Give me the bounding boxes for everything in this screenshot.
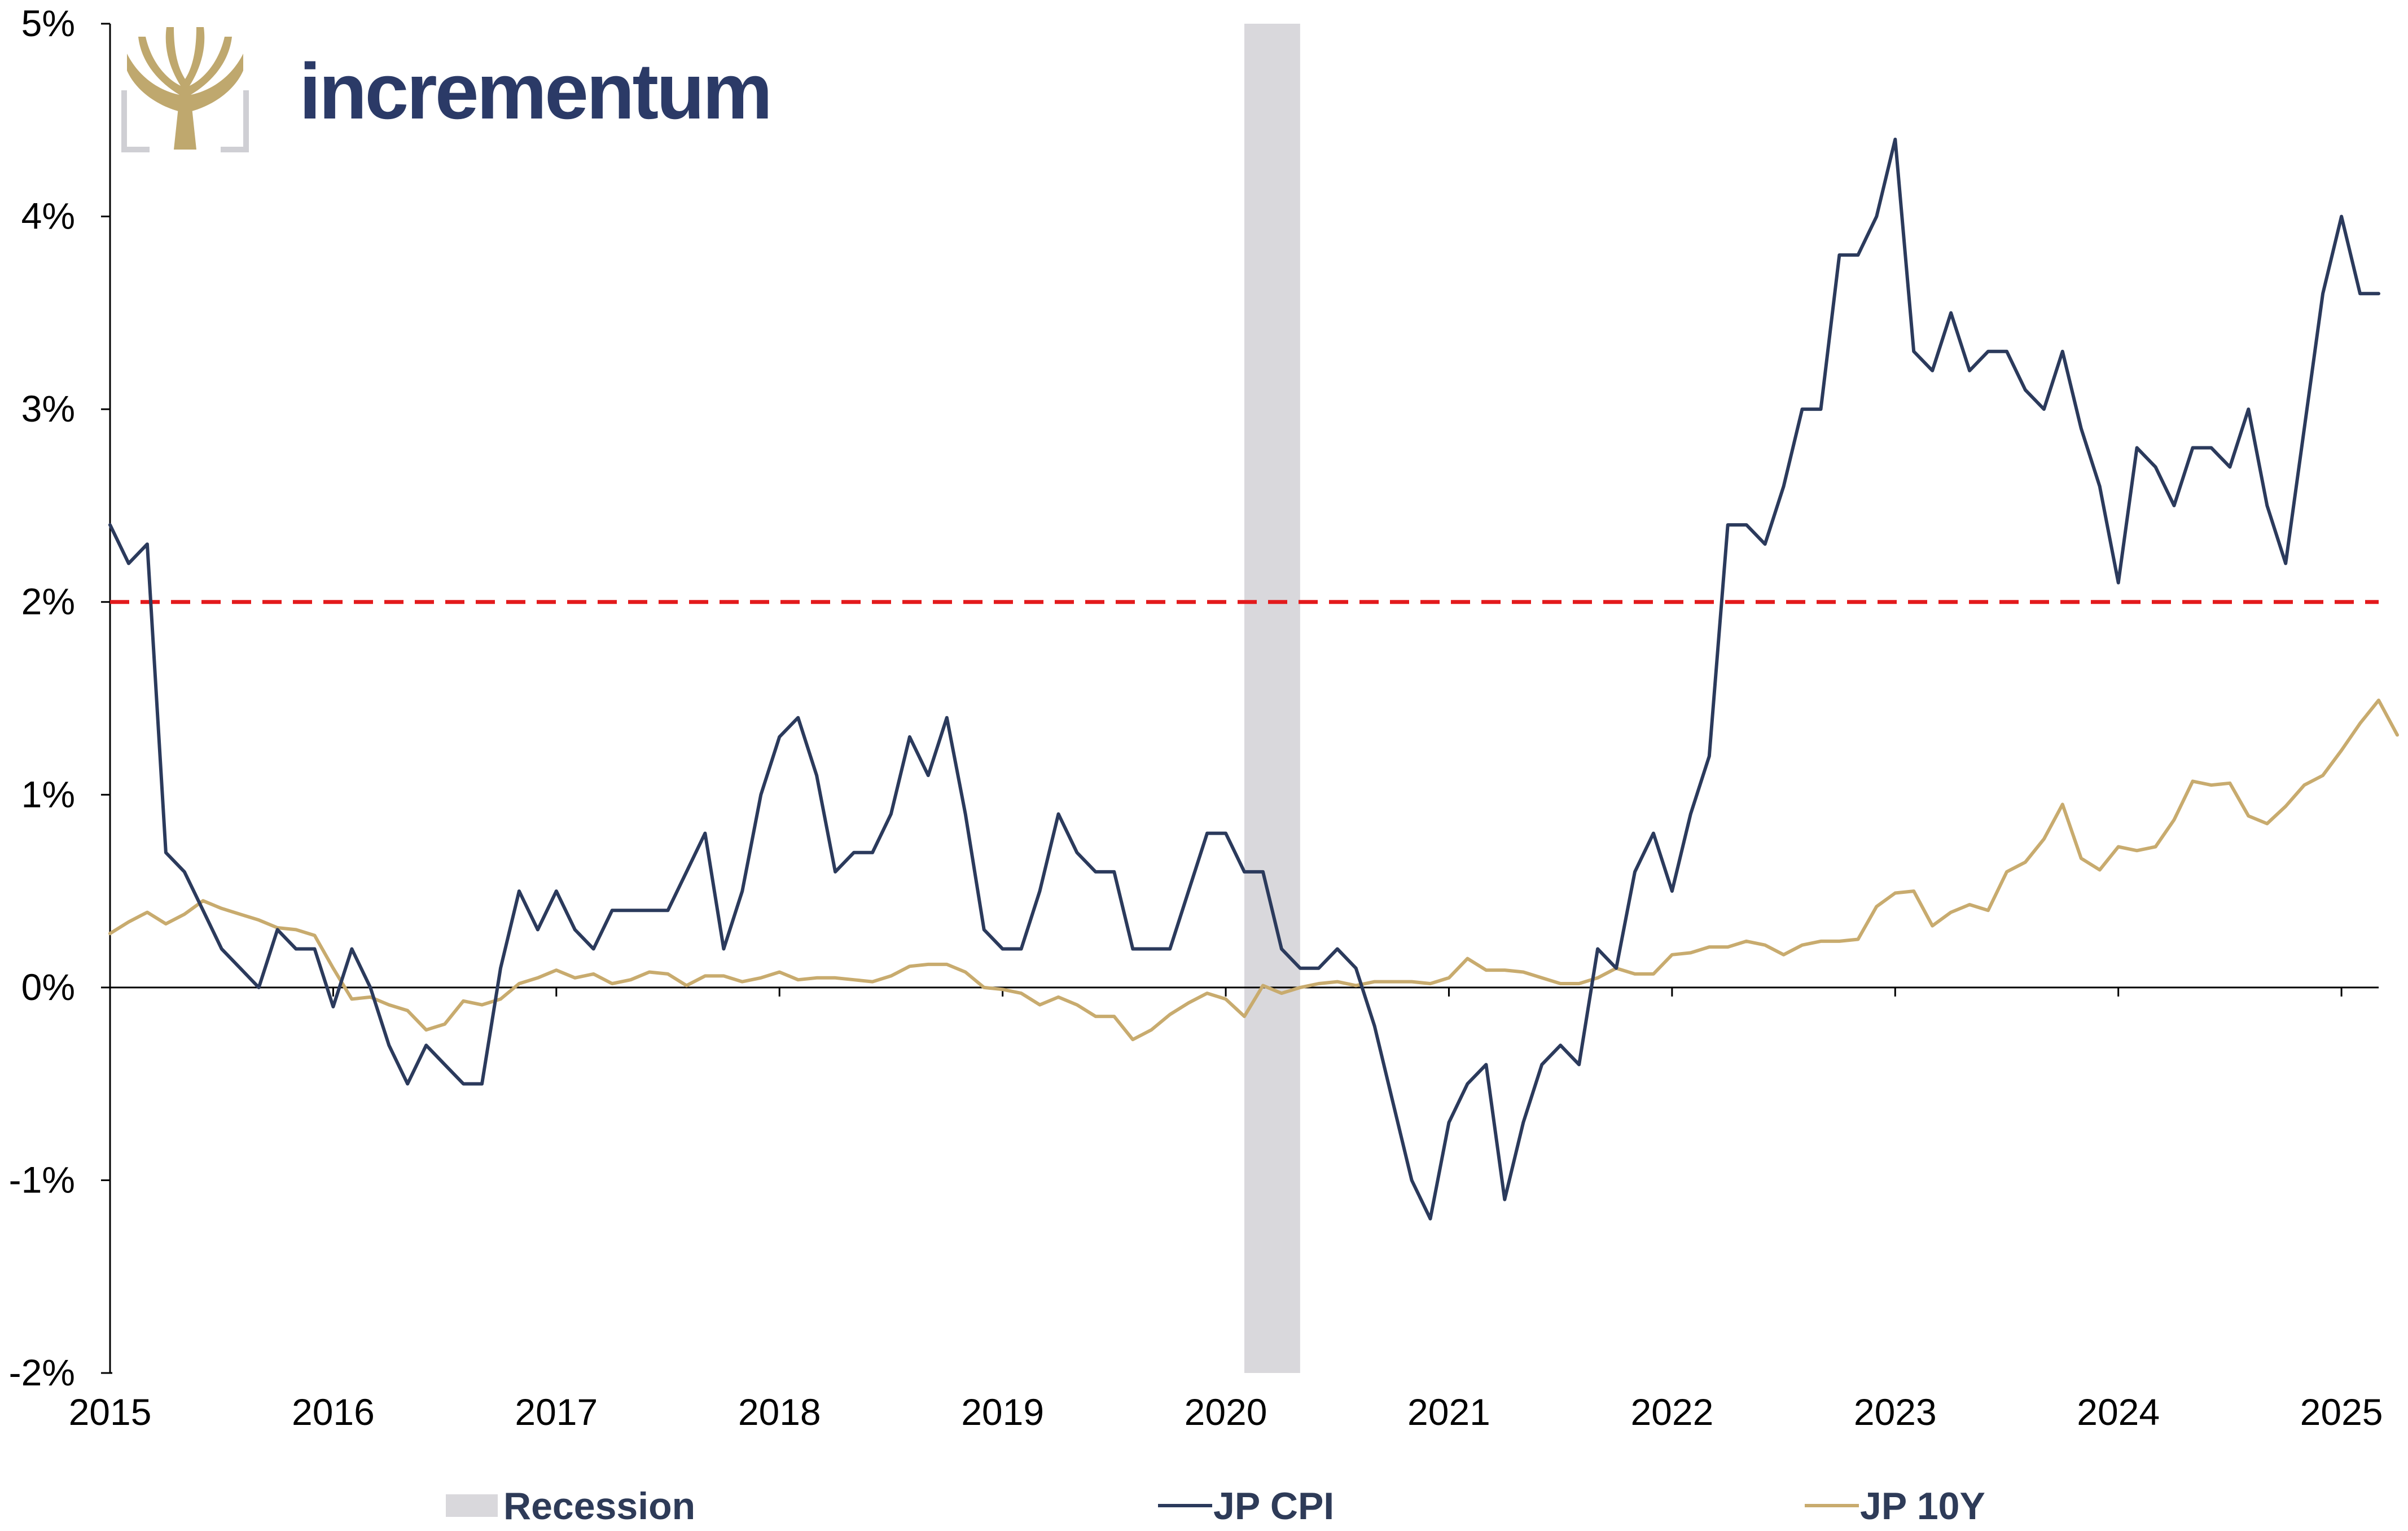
legend-item-jp-cpi: JP CPI [1158,1485,1334,1528]
legend-item-jp-10y: JP 10Y [1805,1485,1985,1528]
x-tick-label: 2018 [738,1391,821,1433]
y-tick-label: 3% [21,388,75,429]
x-tick-label: 2019 [961,1391,1044,1433]
x-axis-ticks: 2015 2016 2017 2018 2019 2020 2021 2022 2023 2024… [69,987,2383,1433]
x-tick-label: 2015 [69,1391,152,1433]
x-tick-label: 2024 [2077,1391,2160,1433]
legend-label-jp-10y: JP 10Y [1860,1485,1985,1528]
y-tick-label: 0% [21,966,75,1008]
legend-label-recession: Recession [503,1485,695,1528]
y-tick-label: -2% [9,1352,75,1393]
x-tick-label: 2025 [2300,1391,2383,1433]
recession-band [1244,24,1300,1373]
logo-trunk [174,107,196,150]
x-tick-label: 2021 [1407,1391,1490,1433]
y-axis-ticks: 5% 4% 3% 2% 1% 0% -1% -2% [9,2,110,1393]
legend-item-recession: Recession [446,1485,695,1528]
y-tick-label: 4% [21,195,75,237]
recession-band-group [1244,24,1300,1373]
y-tick-label: 1% [21,773,75,815]
y-tick-label: 5% [21,2,75,44]
x-tick-label: 2017 [515,1391,598,1433]
tree-icon [121,27,249,152]
y-tick-label: -1% [9,1159,75,1200]
brand-name: incrementum [299,47,770,135]
legend-label-jp-cpi: JP CPI [1213,1485,1334,1528]
x-tick-label: 2023 [1854,1391,1937,1433]
axes: 5%4%3%2%1%0%-1%-2% 2015 2016 2017 2018 2019 2… [9,2,2383,1433]
legend: Recession JP CPI JP 10Y [446,1485,1985,1528]
logo-canopy [127,27,243,113]
x-tick-label: 2022 [1630,1391,1713,1433]
series-line-jp-cpi [108,137,2380,1221]
logo: incrementum [121,27,773,152]
series-line-jp-10y [108,698,2399,1042]
logo-frame [121,90,249,152]
x-tick-label: 2020 [1185,1391,1267,1433]
legend-swatch-recession [446,1494,498,1517]
x-tick-label: 2016 [292,1391,375,1433]
series-group [108,137,2399,1221]
y-tick-label: 2% [21,581,75,622]
